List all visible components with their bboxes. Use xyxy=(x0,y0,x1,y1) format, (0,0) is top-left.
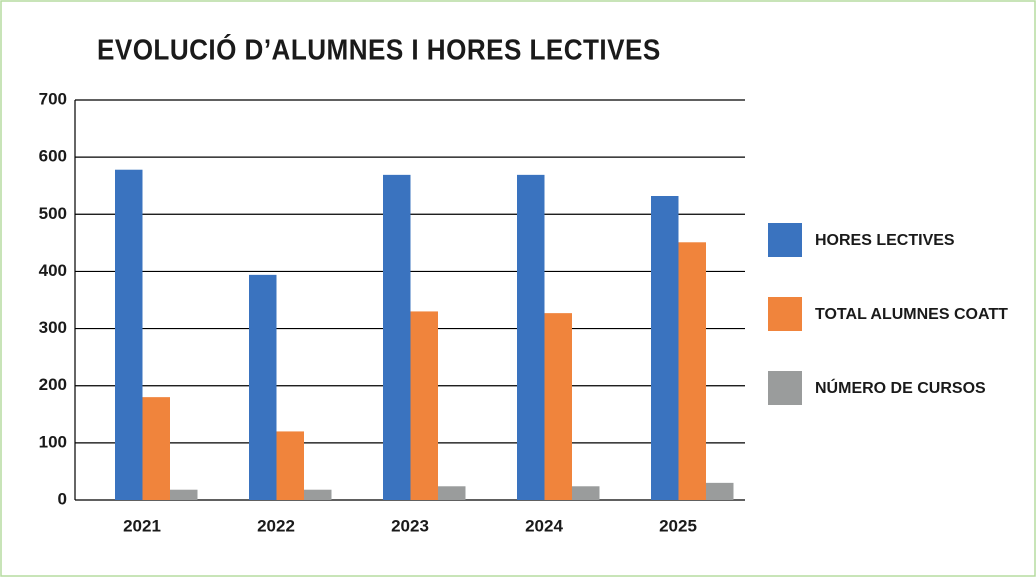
bar xyxy=(438,486,466,500)
y-tick-label: 600 xyxy=(39,147,67,166)
legend-label: NÚMERO DE CURSOS xyxy=(815,378,986,397)
legend-swatch xyxy=(768,297,802,331)
y-tick-label: 500 xyxy=(39,204,67,223)
chart-title: EVOLUCIÓ D’ALUMNES I HORES LECTIVES xyxy=(97,33,661,66)
bar xyxy=(276,431,304,500)
bar xyxy=(170,489,198,500)
y-tick-label: 0 xyxy=(58,489,67,508)
bar xyxy=(304,489,332,500)
x-tick-label: 2023 xyxy=(391,516,429,535)
bar xyxy=(572,486,600,500)
bar xyxy=(410,311,438,500)
x-tick-label: 2021 xyxy=(123,516,161,535)
x-tick-label: 2024 xyxy=(525,516,563,535)
y-tick-label: 100 xyxy=(39,432,67,451)
legend-label: HORES LECTIVES xyxy=(815,232,955,249)
legend-label: TOTAL ALUMNES COATT xyxy=(815,306,1008,323)
bar xyxy=(383,174,411,500)
x-tick-label: 2022 xyxy=(257,516,295,535)
bar xyxy=(544,313,572,500)
y-tick-label: 200 xyxy=(39,375,67,394)
bar xyxy=(517,174,545,500)
bar xyxy=(115,169,143,500)
x-tick-label: 2025 xyxy=(659,516,697,535)
bar xyxy=(678,242,706,501)
y-tick-label: 400 xyxy=(39,261,67,280)
bar xyxy=(249,274,277,500)
bar xyxy=(651,196,679,500)
y-tick-label: 700 xyxy=(39,89,67,108)
bar xyxy=(142,397,170,500)
bar xyxy=(706,482,734,500)
y-tick-label: 300 xyxy=(39,318,67,337)
legend-swatch xyxy=(768,223,802,257)
legend-swatch xyxy=(768,371,802,405)
